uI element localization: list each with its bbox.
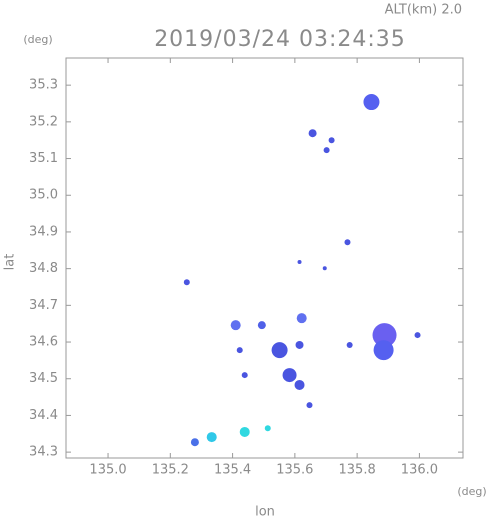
y-tick-label: 34.4 (29, 408, 58, 423)
x-tick-label: 135.6 (276, 463, 313, 478)
echo (183, 279, 190, 286)
echo (236, 347, 243, 354)
echo (206, 432, 217, 443)
y-tick-label: 34.3 (29, 445, 58, 460)
y-tick-label: 35.1 (29, 151, 58, 166)
y-tick-label: 35.0 (29, 188, 58, 203)
x-axis-label: lon (255, 505, 275, 520)
echo (241, 372, 248, 379)
x-tick-label: 136.0 (401, 463, 438, 478)
y-tick-label: 34.6 (29, 335, 58, 350)
y-tick-label: 35.3 (29, 78, 58, 93)
chart-title: 2019/03/24 03:24:35 (154, 27, 406, 52)
y-tick-label: 34.7 (29, 298, 58, 313)
y-tick-label: 35.2 (29, 114, 58, 129)
echo (306, 402, 313, 409)
x-unit: (deg) (457, 485, 486, 498)
echo (296, 313, 307, 324)
y-axis-label: lat (3, 254, 18, 271)
echo (282, 368, 297, 383)
echo (323, 147, 330, 154)
echo (297, 260, 302, 265)
x-tick-label: 135.4 (214, 463, 251, 478)
echo (346, 341, 353, 348)
echo (295, 340, 304, 349)
echo (414, 332, 421, 339)
echo (264, 425, 271, 432)
y-tick-label: 34.5 (29, 371, 58, 386)
y-tick-label: 34.8 (29, 261, 58, 276)
echo (230, 320, 241, 331)
echo (372, 323, 397, 348)
plot-frame (65, 57, 464, 459)
echo (294, 379, 305, 390)
echo (328, 137, 335, 144)
echo (190, 438, 199, 447)
echo (373, 340, 394, 361)
echo (239, 426, 250, 437)
x-tick-label: 135.2 (152, 463, 189, 478)
y-unit: (deg) (23, 33, 52, 46)
echo (308, 129, 317, 138)
x-tick-label: 135.8 (339, 463, 376, 478)
x-tick-label: 135.0 (89, 463, 126, 478)
echo (322, 266, 327, 271)
altitude-label: ALT(km) 2.0 (385, 3, 462, 18)
y-tick-label: 34.9 (29, 224, 58, 239)
echo (257, 321, 266, 330)
echo (271, 342, 288, 359)
echo (344, 239, 351, 246)
echo (363, 94, 380, 111)
